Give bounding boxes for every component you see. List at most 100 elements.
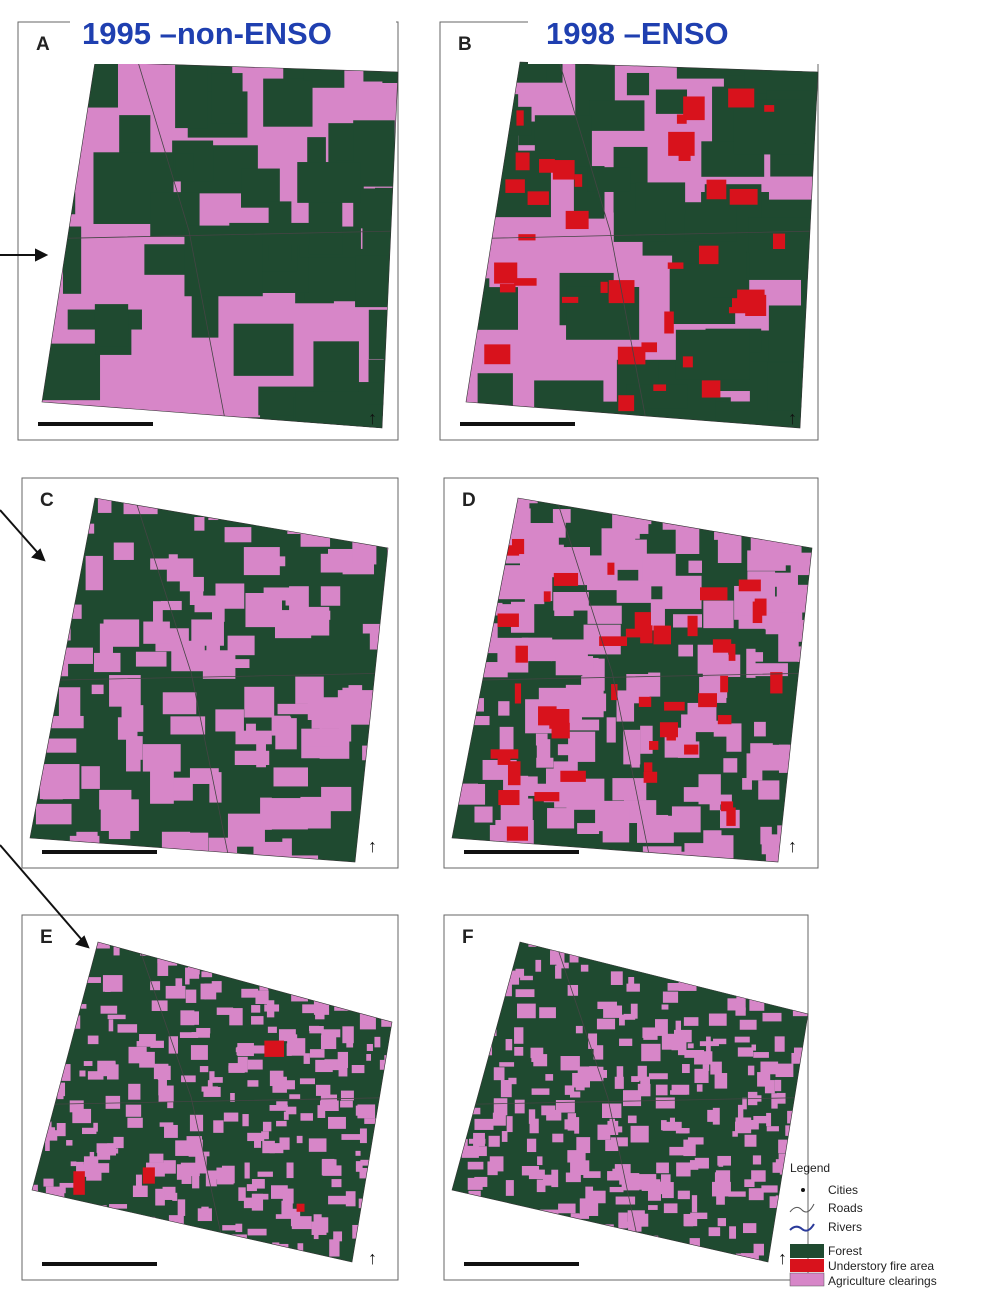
land-patch (225, 527, 252, 542)
land-patch (163, 1160, 175, 1173)
land-patch (700, 1041, 719, 1046)
land-patch (88, 1036, 99, 1045)
land-patch (321, 787, 351, 811)
north-arrow: ↑ (368, 836, 377, 856)
land-patch (263, 1122, 271, 1131)
land-patch (515, 1100, 525, 1114)
fire-patch (720, 676, 728, 692)
land-patch (200, 1066, 208, 1072)
land-patch (607, 717, 616, 742)
land-patch (203, 1087, 220, 1097)
land-patch (556, 656, 593, 675)
land-patch (237, 1047, 248, 1055)
land-patch (175, 978, 182, 986)
land-patch (740, 1020, 757, 1030)
north-arrow: ↑ (778, 1248, 787, 1268)
fire-patch (683, 356, 693, 367)
fire-patch (264, 1041, 284, 1057)
land-patch (656, 90, 687, 114)
land-patch (501, 1080, 512, 1097)
land-patch (767, 362, 798, 410)
land-patch (670, 1090, 687, 1095)
land-patch (753, 1155, 761, 1164)
land-patch (547, 808, 574, 828)
land-patch (246, 724, 256, 744)
fire-patch (702, 380, 721, 397)
fire-patch (707, 180, 727, 200)
land-patch (289, 586, 309, 616)
fire-patch (684, 745, 698, 755)
land-patch (43, 1179, 53, 1187)
land-patch (684, 202, 736, 241)
land-patch (122, 705, 144, 732)
land-patch (150, 771, 174, 804)
land-patch (367, 1044, 373, 1051)
fire-patch (484, 344, 510, 364)
land-patch (746, 649, 755, 678)
land-patch (641, 1044, 660, 1061)
fire-patch (528, 191, 549, 205)
land-patch (106, 1096, 120, 1109)
land-patch (655, 1019, 668, 1036)
legend-title: Legend (790, 1161, 830, 1175)
land-patch (769, 1062, 775, 1067)
fire-patch (660, 722, 678, 737)
land-patch (581, 965, 588, 972)
agriculture-swatch (790, 1273, 824, 1286)
fire-patch (618, 347, 646, 365)
land-patch (355, 1151, 360, 1156)
land-patch (317, 1105, 325, 1118)
land-patch (678, 645, 693, 657)
land-patch (628, 977, 634, 985)
land-patch (360, 1128, 367, 1143)
scale-bar (42, 1262, 157, 1266)
land-patch (676, 330, 750, 379)
land-patch (726, 723, 741, 751)
land-patch (97, 1147, 110, 1160)
land-patch (191, 619, 224, 645)
land-patch (228, 1063, 244, 1073)
land-patch (321, 586, 340, 605)
fire-patch (728, 89, 754, 108)
land-patch (252, 1047, 257, 1052)
land-patch (242, 1114, 248, 1126)
land-patch (209, 772, 221, 802)
land-patch (717, 1156, 731, 1166)
land-patch (570, 1160, 589, 1175)
fire-swatch (790, 1259, 824, 1272)
land-patch (297, 162, 361, 203)
land-patch (537, 739, 550, 767)
fire-patch (549, 709, 569, 729)
land-patch (806, 1183, 824, 1190)
panel-letter: A (36, 34, 50, 55)
land-patch (374, 1037, 380, 1048)
land-patch (309, 197, 343, 254)
land-patch (529, 1109, 535, 1124)
land-patch (107, 1064, 119, 1079)
land-patch (662, 1004, 669, 1009)
land-patch (314, 1234, 319, 1239)
fire-patch (700, 587, 727, 600)
fire-patch (515, 646, 527, 663)
land-patch (136, 652, 167, 667)
land-patch (694, 1051, 712, 1064)
land-patch (558, 1204, 575, 1214)
land-patch (139, 1052, 155, 1068)
land-patch (50, 1127, 55, 1132)
fire-patch (560, 771, 586, 782)
land-patch (752, 1045, 757, 1051)
land-patch (713, 1108, 720, 1125)
land-patch (222, 1166, 235, 1184)
land-patch (631, 1004, 638, 1019)
land-patch (289, 1094, 300, 1099)
land-patch (690, 1213, 707, 1219)
land-patch (662, 576, 701, 609)
land-patch (244, 547, 280, 575)
fire-patch (534, 792, 559, 801)
land-patch (767, 1126, 779, 1131)
land-patch (66, 1140, 72, 1146)
land-patch (341, 1134, 361, 1140)
land-patch (163, 692, 197, 714)
map-panels: A↑B↑C↑D↑E↑F↑ (18, 22, 886, 1293)
land-patch (597, 1125, 610, 1140)
